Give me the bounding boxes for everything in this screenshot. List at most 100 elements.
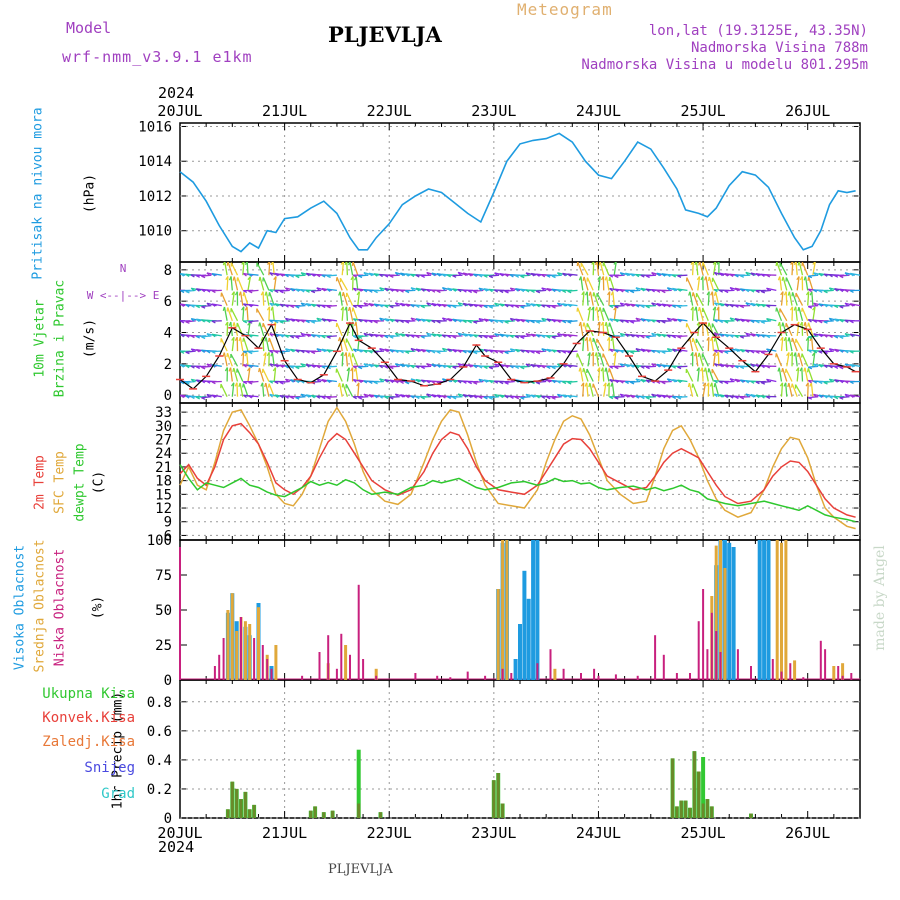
wind-arrow-head — [713, 272, 718, 276]
cloud-bar — [318, 652, 321, 680]
wind-arrow-head — [373, 273, 378, 277]
wind-arrow-head — [584, 336, 588, 342]
wind-arrow-head — [755, 320, 760, 324]
wind-arrow-head — [238, 382, 241, 387]
wind-arrow-head — [405, 334, 410, 338]
wind-arrow-head — [244, 306, 248, 311]
wind-arrow-head — [415, 287, 420, 292]
wind-arrow-head — [677, 366, 682, 370]
wind-arrow-head — [452, 335, 457, 339]
wind-arrow-head — [849, 381, 854, 385]
wind-arrow-head — [645, 379, 650, 384]
wind-arrow-head — [609, 274, 614, 278]
wind-arrow-head — [567, 381, 572, 385]
wind-arrow — [708, 368, 715, 382]
wind-arrow-head — [321, 335, 326, 339]
wind-arrow-head — [799, 367, 803, 372]
wind-arrow-head — [358, 275, 363, 279]
wind-arrow — [395, 271, 406, 276]
wind-arrow — [226, 276, 229, 291]
wind-arrow — [339, 277, 348, 291]
wind-arrow-head — [739, 335, 745, 339]
wind-arrow-head — [580, 382, 585, 387]
wind-arrow-head — [765, 395, 771, 400]
wind-arrow-head — [410, 348, 415, 352]
wind-arrow-head — [609, 396, 614, 400]
wind-arrow — [586, 337, 589, 352]
wind-arrow-head — [600, 276, 604, 281]
wind-arrow-head — [787, 291, 791, 296]
wind-arrow-head — [170, 381, 173, 383]
wind-arrow-head — [316, 348, 321, 352]
wind-arrow — [786, 352, 790, 367]
wind-arrow-head — [447, 287, 451, 292]
wind-arrow-head — [279, 395, 284, 399]
wind-arrow-head — [597, 276, 601, 281]
cloud-bar — [824, 649, 827, 680]
wind-arrow-head — [452, 366, 457, 370]
wind-arrow-head — [384, 287, 389, 292]
wind-arrow-head — [176, 364, 179, 367]
wind-arrow — [677, 349, 688, 352]
wind-arrow-head — [661, 320, 666, 324]
wind-arrow-head — [441, 304, 446, 308]
wind-arrow — [567, 303, 578, 307]
wind-arrow-head — [316, 304, 321, 308]
wind-arrow-head — [499, 394, 504, 399]
wind-arrow-head — [520, 349, 525, 353]
wind-arrow-head — [211, 333, 216, 338]
wind-arrow — [608, 368, 615, 382]
wind-arrow-head — [718, 333, 723, 337]
wind-arrow — [211, 303, 222, 307]
wind-arrow-head — [269, 302, 274, 307]
wind-arrow — [808, 276, 814, 291]
x-tick-label-bottom: 23JUL — [471, 824, 516, 842]
wind-arrow-head — [766, 348, 771, 353]
wind-arrow-head — [594, 352, 598, 357]
wind-legend-w: W — [87, 289, 94, 302]
cloud-bar — [230, 593, 234, 680]
cloud-bar — [775, 540, 779, 680]
product-title: Meteogram — [517, 0, 613, 19]
wind-arrow-head — [243, 364, 247, 368]
wind-arrow-head — [514, 305, 520, 309]
wind-arrow-head — [844, 289, 849, 293]
wind-arrow — [273, 276, 277, 291]
wind-arrow — [341, 262, 345, 276]
wind-arrow — [579, 321, 584, 337]
wind-arrow-head — [231, 291, 235, 296]
wind-arrow-head — [211, 350, 216, 354]
wind-arrow-head — [405, 364, 410, 368]
wind-arrow-head — [724, 290, 729, 294]
wind-arrow-head — [849, 364, 854, 368]
wind-arrow-head — [341, 383, 344, 388]
wind-arrow-head — [267, 383, 270, 388]
wind-arrow-head — [504, 351, 509, 355]
wind-arrow-head — [640, 365, 645, 369]
wind-arrow-head — [279, 364, 284, 369]
wind-arrow-head — [729, 287, 734, 291]
cloud-bar — [727, 542, 732, 680]
y-tick-label: 8 — [164, 263, 172, 279]
wind-arrow-head — [363, 289, 368, 293]
wind-arrow — [379, 287, 390, 292]
wind-arrow-head — [691, 383, 694, 388]
wind-arrow-head — [630, 303, 634, 308]
wind-arrow-head — [300, 319, 305, 323]
wind-arrow-head — [452, 349, 457, 353]
wind-arrow-head — [619, 363, 624, 368]
wind-arrow-head — [640, 318, 645, 322]
wind-arrow — [579, 367, 584, 382]
wind-arrow-head — [677, 318, 682, 323]
wind-arrow-head — [394, 332, 399, 337]
wind-arrow-head — [609, 348, 614, 353]
wind-arrow-head — [248, 351, 253, 355]
wind-arrow — [798, 307, 804, 321]
wind-arrow-head — [378, 395, 383, 399]
wind-arrow-head — [587, 306, 591, 311]
wind-arrow — [592, 383, 600, 397]
wind-arrow — [596, 262, 600, 276]
wind-arrow — [263, 352, 267, 367]
footer-station: PLJEVLJA — [328, 862, 393, 877]
wind-arrow-head — [834, 335, 839, 339]
